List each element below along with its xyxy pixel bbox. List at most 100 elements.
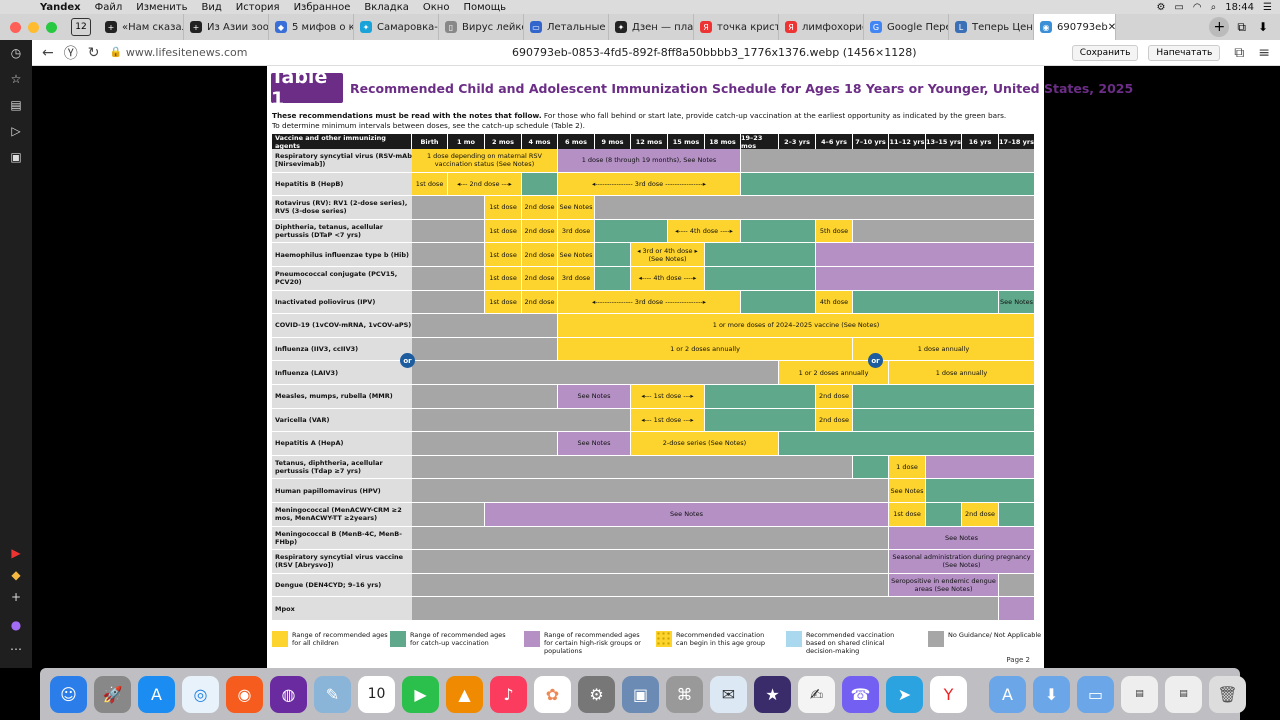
alice-icon[interactable]: ● — [10, 618, 22, 632]
vlc-icon[interactable]: ▲ — [446, 675, 483, 713]
tab-count-button[interactable]: 12 — [71, 18, 91, 36]
menu-history[interactable]: История — [235, 1, 280, 13]
tor-icon[interactable]: ◍ — [270, 675, 307, 713]
yandex-browser-icon[interactable]: Y — [930, 675, 967, 713]
preview-icon[interactable]: ✎ — [314, 675, 351, 713]
facetime-icon[interactable]: ▶ — [402, 675, 439, 713]
control-center-icon[interactable]: ☰ — [1263, 1, 1272, 13]
menu-view[interactable]: Вид — [201, 1, 222, 13]
legend-text: Recommended vaccination based on shared … — [806, 631, 895, 655]
tab[interactable]: ▭ Летальные и — [524, 14, 609, 40]
print-button[interactable]: Напечатать — [1148, 44, 1221, 61]
music-icon[interactable]: ♪ — [490, 675, 527, 713]
minimize-window-button[interactable] — [28, 21, 39, 33]
tab[interactable]: L Теперь Цент — [949, 14, 1034, 40]
back-button[interactable]: ← — [42, 44, 54, 61]
play-icon[interactable]: ▷ — [11, 124, 21, 138]
telegram-icon[interactable]: ➤ — [886, 675, 923, 713]
tab-favicon: ▯ — [445, 21, 457, 33]
firefox-icon[interactable]: ◉ — [226, 675, 263, 713]
battery-icon[interactable]: ▭ — [1174, 1, 1184, 13]
menu-edit[interactable]: Изменить — [136, 1, 188, 13]
menu-file[interactable]: Файл — [94, 1, 123, 13]
lock-icon: 🔒 — [109, 47, 122, 58]
intro-text: These recommendations must be read with … — [272, 111, 1042, 131]
app-icon[interactable]: ◆ — [11, 568, 21, 582]
tab[interactable]: ◆ 5 мифов о к — [269, 14, 354, 40]
menu-window[interactable]: Окно — [422, 1, 450, 13]
collections-icon[interactable]: ▤ — [10, 98, 22, 112]
trash-icon[interactable]: 🗑 — [1209, 675, 1246, 713]
tabs-icon[interactable]: ▣ — [10, 150, 22, 164]
launchpad-icon[interactable]: 🚀 — [94, 675, 131, 713]
calendar-icon[interactable]: 10 — [358, 675, 395, 713]
share-icon[interactable]: ⧉ — [1234, 44, 1245, 61]
tab[interactable]: G Google Пере — [864, 14, 949, 40]
add-icon[interactable]: + — [10, 590, 22, 604]
photos-icon[interactable]: ✿ — [534, 675, 571, 713]
tab[interactable]: ✦ Дзен — плат — [609, 14, 694, 40]
clock[interactable]: 18:44 — [1225, 1, 1255, 13]
screenshot-stack-icon[interactable]: ▤ — [1121, 675, 1158, 713]
finder-icon[interactable]: ☺ — [50, 675, 87, 713]
mail-icon[interactable]: ✉ — [710, 675, 747, 713]
downloads-icon[interactable]: ⬇ — [1257, 19, 1268, 34]
bookmarks-icon[interactable]: ☆ — [10, 72, 22, 86]
schedule-bar: 1st dose — [889, 503, 926, 527]
documents-folder-icon[interactable]: ▭ — [1077, 675, 1114, 713]
age-header: Birth — [412, 134, 448, 149]
status-icon[interactable]: ⚙ — [1156, 1, 1166, 13]
reload-button[interactable]: ↻ — [87, 44, 100, 61]
menu-icon[interactable]: ≡ — [1258, 44, 1270, 61]
url-field[interactable]: www.lifesitenews.com — [125, 46, 248, 59]
viber-icon[interactable]: ☎ — [842, 675, 879, 713]
save-button[interactable]: Сохранить — [1071, 44, 1139, 61]
automator-icon[interactable]: ⌘ — [666, 675, 703, 713]
table-badge: Table 1 — [271, 66, 343, 110]
tab-title: 5 мифов о к — [292, 21, 354, 33]
vaccine-label: Tetanus, diphtheria, acellular pertussis… — [272, 455, 412, 480]
applications-folder-icon[interactable]: A — [989, 675, 1026, 713]
new-tab-button[interactable]: + — [1209, 17, 1230, 37]
menu-help[interactable]: Помощь — [463, 1, 507, 13]
tab-search-icon[interactable]: ⧉ — [1237, 19, 1246, 34]
textedit-icon[interactable]: ✍ — [798, 675, 835, 713]
wifi-icon[interactable]: ◠ — [1192, 1, 1202, 13]
youtube-icon[interactable]: ▶ — [11, 546, 21, 560]
tab-title: Летальные и — [547, 21, 609, 33]
legend-item: Range of recommended ages for certain hi… — [524, 631, 642, 655]
schedule-bar — [926, 479, 1035, 503]
tab[interactable]: ✦ Самаровка-Г — [354, 14, 439, 40]
vaccine-label: Meningococcal (MenACWY-CRM ≥2 mos, MenAC… — [272, 503, 412, 527]
screenshot-stack-2-icon[interactable]: ▤ — [1165, 675, 1202, 713]
close-window-button[interactable] — [10, 21, 21, 33]
page-number: Page 2 — [1006, 656, 1030, 664]
close-tab-icon[interactable]: ✕ — [1107, 21, 1116, 33]
schedule-bar — [595, 219, 668, 244]
menu-tab[interactable]: Вкладка — [364, 1, 409, 13]
tab-active[interactable]: ◉ 690793eb ✕ — [1034, 14, 1116, 40]
safari-icon[interactable]: ◎ — [182, 675, 219, 713]
search-icon[interactable]: ⌕ — [1210, 1, 1217, 13]
imovie-icon[interactable]: ★ — [754, 675, 791, 713]
tab-favicon: ✦ — [615, 21, 627, 33]
downloads-folder-icon[interactable]: ⬇ — [1033, 675, 1070, 713]
age-header: 19–23 mos — [741, 134, 779, 150]
tab[interactable]: ▯ Вирус лейко — [439, 14, 524, 40]
more-icon[interactable]: ⋯ — [10, 642, 22, 656]
age-header: 18 mos — [705, 134, 741, 149]
zoom-window-button[interactable] — [46, 21, 57, 33]
tab-title: 690793eb — [1057, 21, 1108, 33]
tab[interactable]: + «Нам сказал — [99, 14, 184, 40]
system-preferences-icon[interactable]: ⚙ — [578, 675, 615, 713]
image-capture-icon[interactable]: ▣ — [622, 675, 659, 713]
history-icon[interactable]: ◷ — [10, 46, 22, 60]
tab-title: Из Азии зоо — [207, 21, 269, 33]
app-store-icon[interactable]: A — [138, 675, 175, 713]
app-menu[interactable]: Yandex — [40, 1, 81, 13]
yandex-icon[interactable]: Ⓨ — [63, 45, 78, 62]
menu-bookmarks[interactable]: Избранное — [293, 1, 351, 13]
tab[interactable]: + Из Азии зоо — [184, 14, 269, 40]
